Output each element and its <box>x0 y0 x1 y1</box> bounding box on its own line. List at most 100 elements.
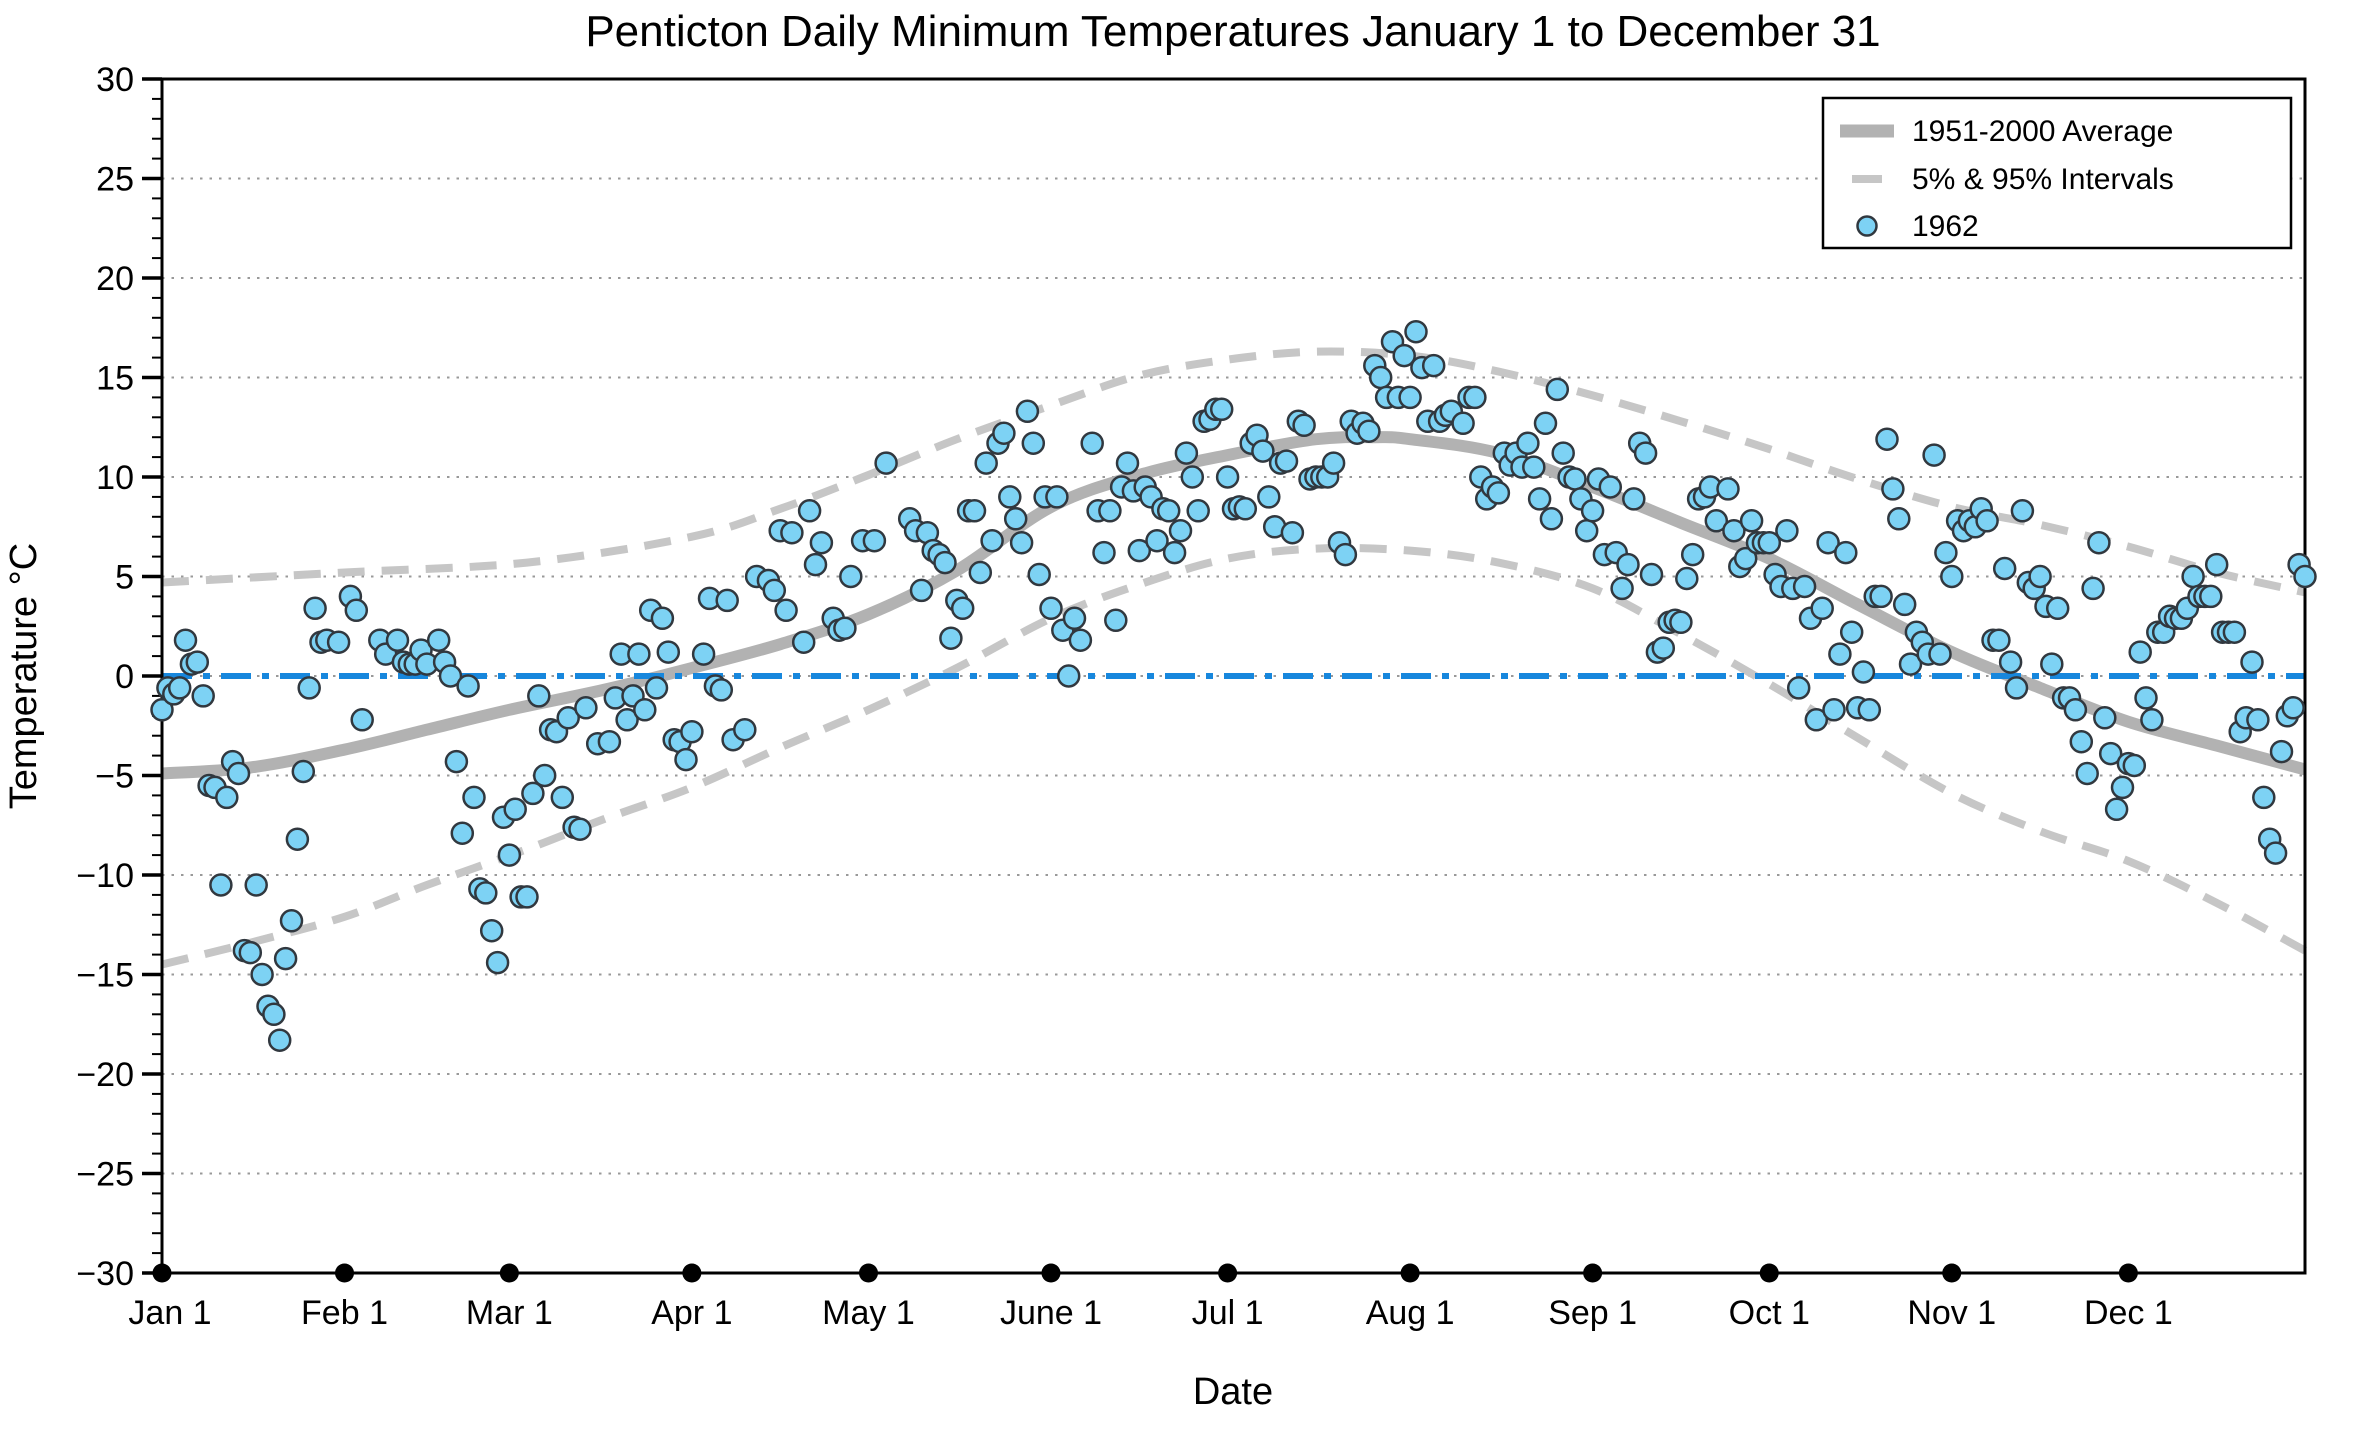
scatter-point <box>1539 507 1564 531</box>
scatter-point <box>2269 739 2294 764</box>
scatter-point <box>2246 708 2270 732</box>
x-tick-label: Sep 1 <box>1548 1294 1637 1332</box>
scatter-point <box>1421 353 1446 378</box>
scatter-point <box>1610 576 1634 601</box>
x-tick-label: Dec 1 <box>2084 1294 2173 1332</box>
y-tick-label: −25 <box>76 1156 134 1194</box>
scatter-point <box>462 785 486 810</box>
scatter-point <box>2093 706 2117 730</box>
scatter-point <box>444 749 469 774</box>
scatter-point <box>185 650 210 674</box>
scatter-point <box>568 817 592 841</box>
y-tick-label: 30 <box>96 61 134 99</box>
scatter-point <box>650 606 675 631</box>
scatter-point <box>1651 636 1676 660</box>
scatter-point <box>2075 761 2099 786</box>
scatter-point <box>1522 455 1546 479</box>
scatter-point <box>680 719 704 744</box>
scatter-point <box>1739 509 1764 533</box>
scatter-point <box>2263 841 2288 865</box>
scatter-point <box>2098 741 2123 766</box>
scatter-point <box>1209 397 1234 422</box>
scatter-point <box>791 630 816 654</box>
scatter-point <box>385 628 410 652</box>
scatter-point <box>597 729 622 754</box>
scatter-point <box>1704 509 1729 533</box>
scatter-point <box>962 499 987 523</box>
scatter-point <box>1975 509 1999 533</box>
scatter-point <box>1003 507 1028 531</box>
scatter-point <box>733 717 757 742</box>
scatter-point <box>674 747 698 772</box>
scatter-point <box>273 946 298 971</box>
scatter-point <box>291 759 316 784</box>
scatter-point <box>267 1028 292 1052</box>
scatter-point <box>1639 562 1664 587</box>
scatter-point <box>527 684 551 708</box>
scatter-point <box>262 1002 286 1027</box>
scatter-point <box>1533 411 1558 436</box>
y-tick-label: 20 <box>96 260 134 298</box>
scatter-point <box>1998 650 2023 674</box>
scatter-point <box>1922 443 1946 467</box>
y-tick-label: 0 <box>115 658 134 696</box>
scatter-point <box>1463 385 1487 410</box>
scatter-point <box>633 698 657 722</box>
scatter-point <box>1804 708 1829 732</box>
scatter-point <box>1404 319 1428 344</box>
scatter-point <box>1039 596 1063 621</box>
scatter-point <box>1156 499 1181 523</box>
scatter-point <box>226 761 251 786</box>
scatter-point <box>297 676 321 700</box>
scatter-point <box>2181 564 2205 589</box>
scatter-point <box>809 530 834 555</box>
scatter-point <box>1898 652 1923 676</box>
scatter-point <box>326 630 351 654</box>
scatter-point <box>2122 753 2147 778</box>
scatter-point <box>1104 608 1128 633</box>
scatter-point <box>1851 660 1876 684</box>
x-tick-label: Jul 1 <box>1192 1294 1264 1332</box>
scatter-point <box>1056 664 1081 688</box>
scatter-point <box>762 578 787 603</box>
scatter-point <box>1822 698 1846 722</box>
scatter-point <box>1733 546 1758 571</box>
scatter-point <box>774 598 798 623</box>
scatter-point <box>1451 411 1475 436</box>
scatter-point <box>426 628 451 652</box>
scatter-point <box>1786 676 1811 700</box>
scatter-point <box>1887 507 1911 531</box>
scatter-point <box>939 626 963 650</box>
y-axis-label: Temperature °C <box>3 543 45 810</box>
scatter-point <box>715 588 739 613</box>
scatter-point <box>1009 530 1034 555</box>
scatter-point <box>1215 465 1240 489</box>
scatter-point <box>691 642 716 666</box>
scatter-point <box>1062 606 1087 631</box>
scatter-point <box>780 520 804 545</box>
scatter-point <box>1068 628 1093 652</box>
scatter-point <box>1757 530 1782 555</box>
scatter-point <box>1892 592 1917 617</box>
scatter-point <box>1357 419 1381 443</box>
scatter-point <box>2069 729 2094 754</box>
scatter-point <box>150 698 174 722</box>
scatter-point <box>1145 528 1169 553</box>
scatter-point <box>2087 530 2111 555</box>
scatter-point <box>2028 564 2052 589</box>
scatter-point <box>1598 475 1623 499</box>
scatter-point <box>344 598 369 623</box>
y-tick-label: −5 <box>95 758 134 796</box>
x-tick-label: Nov 1 <box>1907 1294 1996 1332</box>
scatter-point <box>1563 467 1587 491</box>
scatter-point <box>1875 427 1899 451</box>
scatter-point <box>1616 552 1640 577</box>
scatter-point <box>1516 431 1540 455</box>
scatter-point <box>215 785 239 810</box>
scatter-point <box>556 706 580 730</box>
scatter-point <box>1233 497 1258 521</box>
scatter-point <box>1115 451 1140 475</box>
scatter-point <box>1716 477 1740 501</box>
